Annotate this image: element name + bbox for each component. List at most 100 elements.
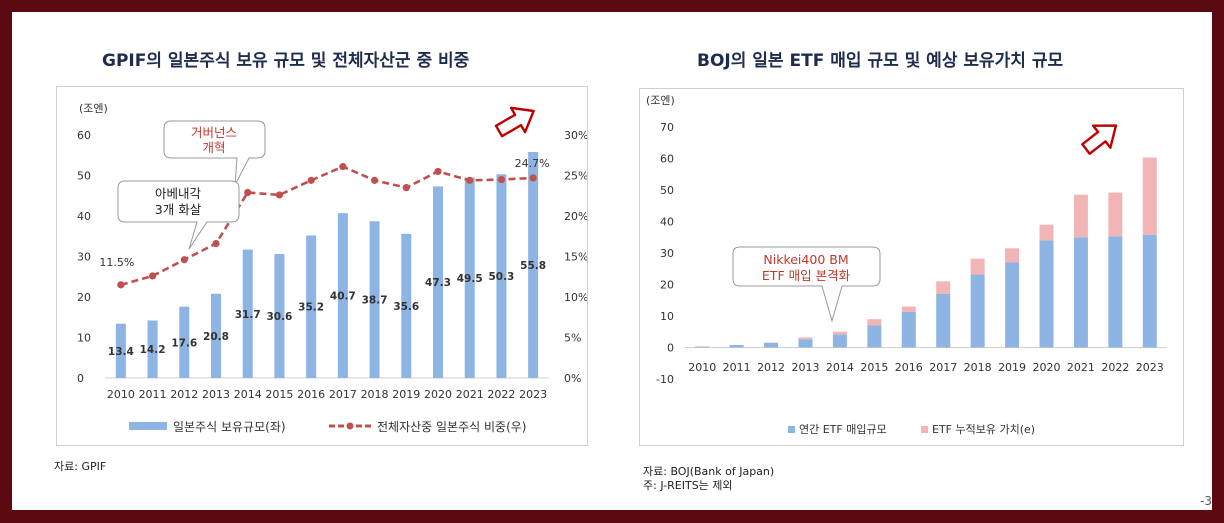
- holdings-bar-label: 55.8: [520, 260, 546, 272]
- cumulative-etf-bar: [1039, 224, 1054, 241]
- x-tick-label: 2014: [826, 361, 854, 374]
- cumulative-etf-bar: [1142, 157, 1157, 235]
- y2-tick-label: 25%: [564, 170, 587, 183]
- x-tick-label: 2015: [265, 388, 293, 401]
- holdings-bar: [115, 323, 126, 378]
- share-point: [402, 184, 410, 192]
- x-tick-label: 2014: [234, 388, 262, 401]
- page-number: -3: [1200, 494, 1212, 508]
- boj-legend: 연간 ETF 매입규모 ETF 누적보유 가치(e): [788, 423, 1035, 436]
- x-tick-label: 2013: [792, 361, 820, 374]
- y-tick-label: 10: [77, 332, 91, 345]
- annual-etf-bar: [764, 342, 779, 348]
- x-tick-label: 2021: [456, 388, 484, 401]
- annual-etf-bar: [1039, 240, 1054, 348]
- holdings-bar-label: 50.3: [488, 271, 514, 283]
- cumulative-etf-bar: [1108, 192, 1123, 237]
- share-label-last: 24.7%: [515, 157, 550, 170]
- share-point: [466, 176, 474, 184]
- boj-footnote: 주: J-REITS는 제외: [643, 479, 733, 492]
- share-point: [339, 162, 347, 171]
- x-tick-label: 2019: [392, 388, 420, 401]
- annual-etf-bar: [1142, 234, 1157, 348]
- y-tick-label: 20: [660, 279, 674, 292]
- callout-abe: 아베내각 3개 화살: [117, 180, 240, 250]
- callout-governance-line1: 거버넌스: [191, 125, 237, 140]
- annual-etf-bar: [867, 325, 882, 348]
- share-point: [212, 239, 220, 248]
- x-tick-label: 2010: [107, 388, 135, 401]
- gpif-legend: 일본주식 보유규모(좌) 전체자산중 일본주식 비중(우): [129, 420, 526, 434]
- y-tick-label: 0: [667, 342, 674, 355]
- y2-tick-label: 15%: [564, 251, 587, 264]
- x-tick-label: 2020: [424, 388, 452, 401]
- x-tick-label: 2018: [361, 388, 389, 401]
- gpif-chart-title: GPIF의 일본주식 보유 규모 및 전체자산군 중 비중: [102, 51, 470, 71]
- boj-source-note: 자료: BOJ(Bank of Japan): [643, 465, 775, 478]
- legend-swatch-holdings: [129, 422, 167, 430]
- annual-etf-bar: [1005, 262, 1020, 348]
- cumulative-etf-bar: [901, 306, 916, 312]
- callout-nikkei-line1: Nikkei400 BM: [763, 252, 848, 267]
- callout-governance-line2: 개혁: [202, 140, 225, 155]
- x-tick-label: 2019: [998, 361, 1026, 374]
- share-label-first: 11.5%: [99, 256, 134, 269]
- legend-swatch-annual: [788, 426, 795, 433]
- share-line: [120, 165, 534, 287]
- callout-nikkei: Nikkei400 BM ETF 매입 본격화: [732, 246, 881, 323]
- holdings-bar: [179, 306, 190, 378]
- boj-chart-title: BOJ의 일본 ETF 매입 규모 및 예상 보유가치 규모: [697, 51, 1064, 71]
- holdings-bar-label: 47.3: [425, 277, 451, 289]
- holdings-bar-label: 49.5: [457, 273, 483, 285]
- y-tick-label: -10: [656, 373, 674, 386]
- annual-etf-bar: [832, 334, 847, 348]
- y-tick-label: 70: [660, 121, 674, 134]
- x-tick-label: 2018: [964, 361, 992, 374]
- x-tick-label: 2016: [895, 361, 923, 374]
- cumulative-etf-bar: [936, 281, 951, 294]
- y-tick-label: 30: [660, 247, 674, 260]
- x-tick-label: 2013: [202, 388, 230, 401]
- y-tick-label: 50: [660, 184, 674, 197]
- legend-holdings-label: 일본주식 보유규모(좌): [173, 420, 286, 434]
- cumulative-etf-bar: [832, 331, 847, 335]
- gpif-source-note: 자료: GPIF: [54, 460, 107, 473]
- legend-cumulative-label: ETF 누적보유 가치(e): [932, 423, 1035, 436]
- legend-swatch-cumulative: [921, 426, 928, 433]
- callout-abe-line1: 아베내각: [155, 186, 202, 201]
- holdings-bar-label: 35.2: [298, 302, 324, 314]
- boj-y-unit: (조엔): [646, 94, 675, 107]
- x-tick-label: 2011: [139, 388, 167, 401]
- holdings-bar: [528, 152, 539, 378]
- share-point: [370, 176, 379, 184]
- holdings-bar: [147, 320, 158, 378]
- y2-tick-label: 30%: [564, 129, 587, 142]
- y-tick-label: 50: [77, 170, 91, 183]
- y2-tick-label: 10%: [564, 291, 587, 304]
- x-tick-label: 2017: [329, 388, 357, 401]
- holdings-bar-label: 30.6: [266, 311, 292, 323]
- x-tick-label: 2015: [860, 361, 888, 374]
- x-tick-label: 2023: [1136, 361, 1164, 374]
- y-tick-label: 60: [77, 129, 91, 142]
- callout-governance: 거버넌스 개혁: [163, 120, 266, 186]
- y2-tick-label: 0%: [564, 372, 581, 385]
- legend-share-label: 전체자산중 일본주식 비중(우): [377, 420, 526, 434]
- holdings-bar-label: 13.4: [108, 346, 134, 358]
- holdings-bar-label: 17.6: [171, 337, 197, 349]
- x-tick-label: 2016: [297, 388, 325, 401]
- x-tick-label: 2022: [1101, 361, 1129, 374]
- holdings-bar: [306, 235, 317, 378]
- share-point: [180, 256, 188, 264]
- annual-etf-bar: [936, 293, 951, 348]
- holdings-bar-label: 20.8: [203, 331, 229, 343]
- x-tick-label: 2023: [519, 388, 547, 401]
- holdings-bar: [337, 213, 348, 378]
- callout-nikkei-line2: ETF 매입 본격화: [762, 268, 851, 283]
- holdings-bar: [496, 174, 507, 378]
- cumulative-etf-bar: [798, 337, 813, 340]
- holdings-bar: [211, 293, 221, 378]
- annual-etf-bar: [695, 346, 710, 348]
- y2-tick-label: 5%: [564, 332, 581, 345]
- gpif-chart: 13.4 14.2 17.6 20.8 31.7 30.6 35.2 40.7 38.7 35.6…: [77, 102, 587, 434]
